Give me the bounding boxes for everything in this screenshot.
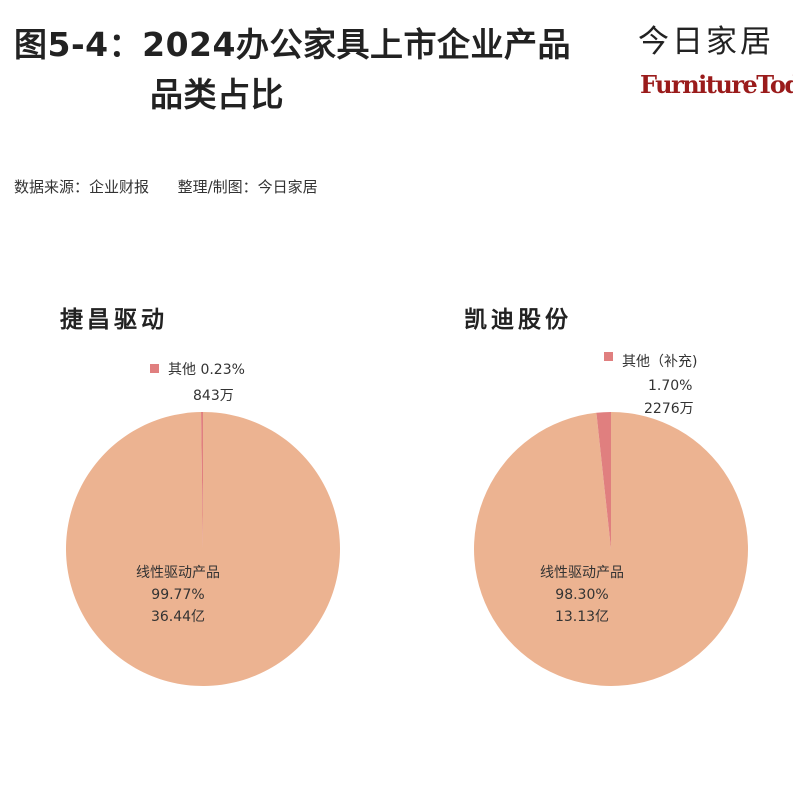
legend-marker-other — [604, 352, 613, 361]
pie-slice-other — [596, 412, 611, 549]
pie-slice-other — [201, 412, 203, 549]
pie-title-jiechang: 捷昌驱动 — [60, 307, 168, 333]
legend-marker-other — [150, 364, 159, 373]
brand-logo-chinese: 今日家居 — [638, 24, 774, 60]
pie-label-other-line1: 其他（补充) — [622, 354, 697, 370]
brand-logo-english: FurnitureToday — [640, 70, 793, 99]
pie-label-main-percent: 99.77% — [151, 587, 204, 603]
pie-label-main-percent: 98.30% — [555, 587, 608, 603]
chart-title-line2: 品类占比 — [150, 75, 284, 114]
pie-title-kaidi: 凯迪股份 — [464, 307, 572, 333]
pie-slice-main — [66, 412, 341, 686]
pie-label-other-line1: 其他 0.23% — [168, 362, 245, 378]
pie-label-other-line2: 1.70% — [648, 378, 692, 394]
chart-title-line1: 图5-4：2024办公家具上市企业产品 — [14, 25, 571, 64]
source-note: 数据来源：企业财报 整理/制图：今日家居 — [14, 178, 318, 196]
pie-label-main-name: 线性驱动产品 — [136, 565, 220, 581]
pie-label-main-amount: 36.44亿 — [151, 609, 205, 625]
pie-label-main-amount: 13.13亿 — [555, 609, 609, 625]
chart-title: 图5-4：2024办公家具上市企业产品 品类占比 — [14, 20, 624, 120]
pie-label-other-line2: 843万 — [193, 388, 234, 404]
pie-label-main-name: 线性驱动产品 — [540, 565, 624, 581]
pie-label-other-line3: 2276万 — [644, 401, 694, 417]
pie-slice-main — [473, 412, 748, 686]
